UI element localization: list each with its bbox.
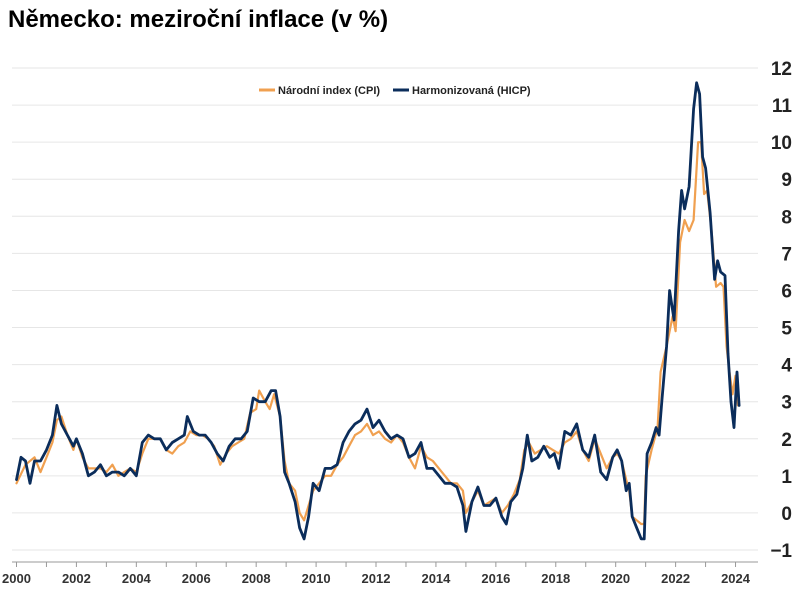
x-tick-label: 2016 <box>481 571 510 586</box>
x-tick-label: 2020 <box>601 571 630 586</box>
x-tick-label: 2006 <box>182 571 211 586</box>
y-tick-label: 2 <box>781 430 792 451</box>
legend: Národní index (CPI) Harmonizovaná (HICP) <box>259 85 531 97</box>
y-tick-label: 4 <box>781 356 792 377</box>
x-tick-label: 2022 <box>661 571 690 586</box>
x-tick-label: 2012 <box>362 571 391 586</box>
y-tick-label: 10 <box>771 133 792 154</box>
x-tick-label: 2024 <box>721 571 751 586</box>
x-tick-label: 2010 <box>302 571 331 586</box>
x-tick-label: 2008 <box>242 571 271 586</box>
x-tick-label: 2000 <box>2 571 31 586</box>
y-tick-label: 1 <box>781 467 792 488</box>
y-tick-label: 5 <box>781 319 792 340</box>
series-line-hicp <box>15 81 741 541</box>
x-tick-label: 2018 <box>541 571 570 586</box>
y-tick-label: 9 <box>781 170 792 191</box>
legend-label-hicp: Harmonizovaná (HICP) <box>412 85 531 97</box>
y-tick-label: 6 <box>781 281 792 302</box>
y-tick-label: 7 <box>781 244 792 265</box>
y-tick-label: 12 <box>771 59 792 80</box>
series-lines <box>15 81 741 541</box>
y-tick-label: 0 <box>781 504 792 525</box>
chart-title: Německo: meziroční inflace (v %) <box>8 6 389 33</box>
series-line-cpi <box>15 141 739 526</box>
x-tick-label: 2014 <box>421 571 451 586</box>
y-tick-label: 11 <box>772 96 793 117</box>
x-axis: 2000 2002 2004 2006 2008 2010 2012 2014 2016 2018… <box>2 561 758 586</box>
x-tick-label: 2002 <box>62 571 91 586</box>
y-tick-label: 3 <box>781 393 792 414</box>
y-tick-label: −1 <box>770 541 792 562</box>
y-tick-label: 8 <box>781 207 792 228</box>
legend-label-cpi: Národní index (CPI) <box>278 85 380 97</box>
x-tick-label: 2004 <box>122 571 152 586</box>
